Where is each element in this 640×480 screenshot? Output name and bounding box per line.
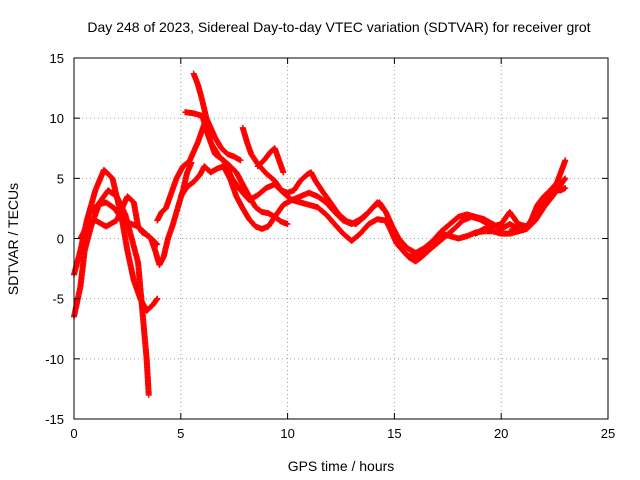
- y-axis-label: SDTVAR / TECUs: [5, 183, 21, 295]
- data-point: [284, 221, 291, 228]
- chart-title: Day 248 of 2023, Sidereal Day-to-day VTE…: [87, 19, 590, 35]
- y-tick-label: 0: [57, 232, 64, 247]
- series-track-j: [254, 145, 287, 176]
- data-point: [145, 391, 152, 398]
- series-track-h: [190, 70, 244, 164]
- x-tick-label: 25: [601, 426, 615, 441]
- x-axis-label: GPS time / hours: [288, 458, 395, 474]
- data-point: [280, 169, 287, 176]
- data-point: [562, 157, 569, 164]
- x-tick-label: 15: [387, 426, 401, 441]
- x-tick-label: 5: [177, 426, 184, 441]
- x-tick-label: 0: [70, 426, 77, 441]
- y-tick-label: 10: [50, 111, 64, 126]
- data-point: [237, 157, 244, 164]
- marks-layer: [71, 70, 569, 398]
- y-tick-label: -10: [45, 352, 64, 367]
- grid-layer: [74, 58, 608, 419]
- series-track-d: [79, 159, 195, 268]
- data-point: [562, 184, 569, 191]
- y-tick-label: -15: [45, 412, 64, 427]
- y-tick-label: 5: [57, 171, 64, 186]
- x-tick-label: 10: [280, 426, 294, 441]
- x-tick-label: 20: [494, 426, 508, 441]
- series-track-m: [472, 184, 569, 237]
- series-track-c: [77, 193, 161, 248]
- ticks-layer: 0 5 10 15 20 25 -15 -10 -5 0 5 10 15: [45, 51, 615, 441]
- data-point: [154, 295, 161, 302]
- y-tick-label: 15: [50, 51, 64, 66]
- y-tick-label: -5: [52, 292, 64, 307]
- data-point: [562, 175, 569, 182]
